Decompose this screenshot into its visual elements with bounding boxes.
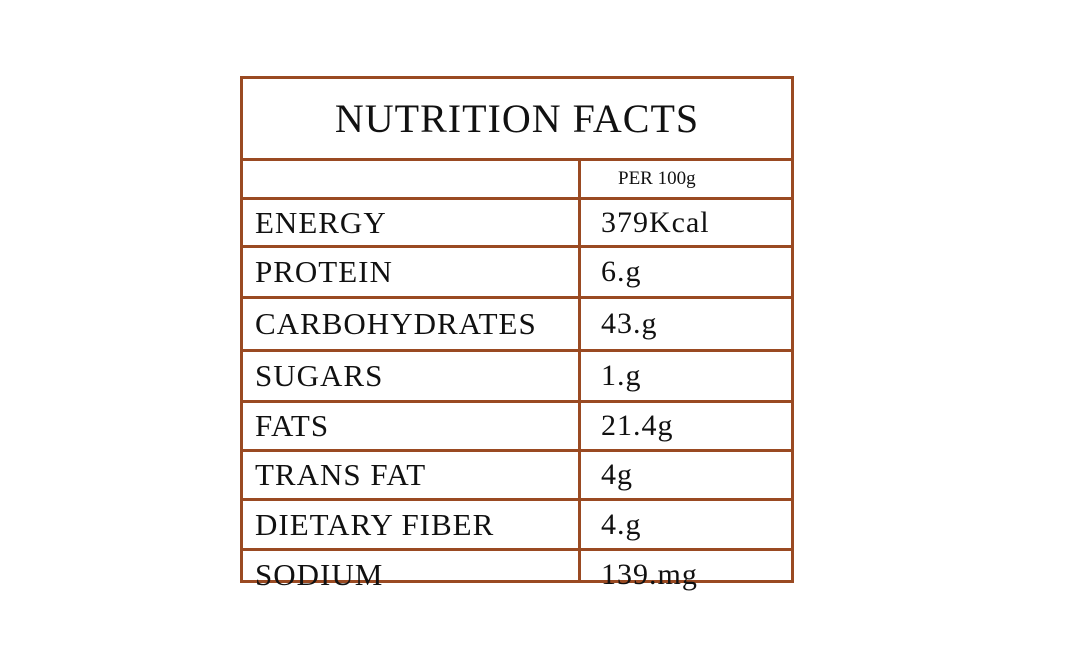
nutrient-value: 4.g [601,507,642,541]
nutrient-label: CARBOHYDRATES [255,306,537,341]
table-title: NUTRITION FACTS [334,96,700,141]
nutrient-value: 4g [601,458,633,491]
column-header: PER 100g [618,168,696,189]
nutrient-label: SODIUM [255,556,384,592]
nutrient-value: 21.4g [601,409,674,442]
nutrient-label: FATS [255,408,330,443]
nutrient-value: 1.g [601,359,642,392]
nutrition-table: NUTRITION FACTS PER 100g ENERGY 379Kcal PRO… [240,76,794,592]
nutrient-label: ENERGY [255,204,387,240]
divider [243,400,791,403]
nutrient-label: SUGARS [255,358,384,393]
column-divider [578,158,581,580]
divider [243,498,791,501]
nutrient-value: 139.mg [601,557,698,591]
nutrient-value: 379Kcal [601,205,710,239]
divider [243,197,791,200]
divider [243,548,791,551]
divider [243,245,791,248]
divider [243,449,791,452]
nutrient-label: DIETARY FIBER [255,506,495,542]
divider [243,296,791,299]
nutrient-value: 6.g [601,255,642,288]
divider [243,158,791,161]
nutrient-label: PROTEIN [255,254,393,289]
nutrient-value: 43.g [601,307,658,340]
nutrient-label: TRANS FAT [255,457,427,492]
divider [243,349,791,352]
